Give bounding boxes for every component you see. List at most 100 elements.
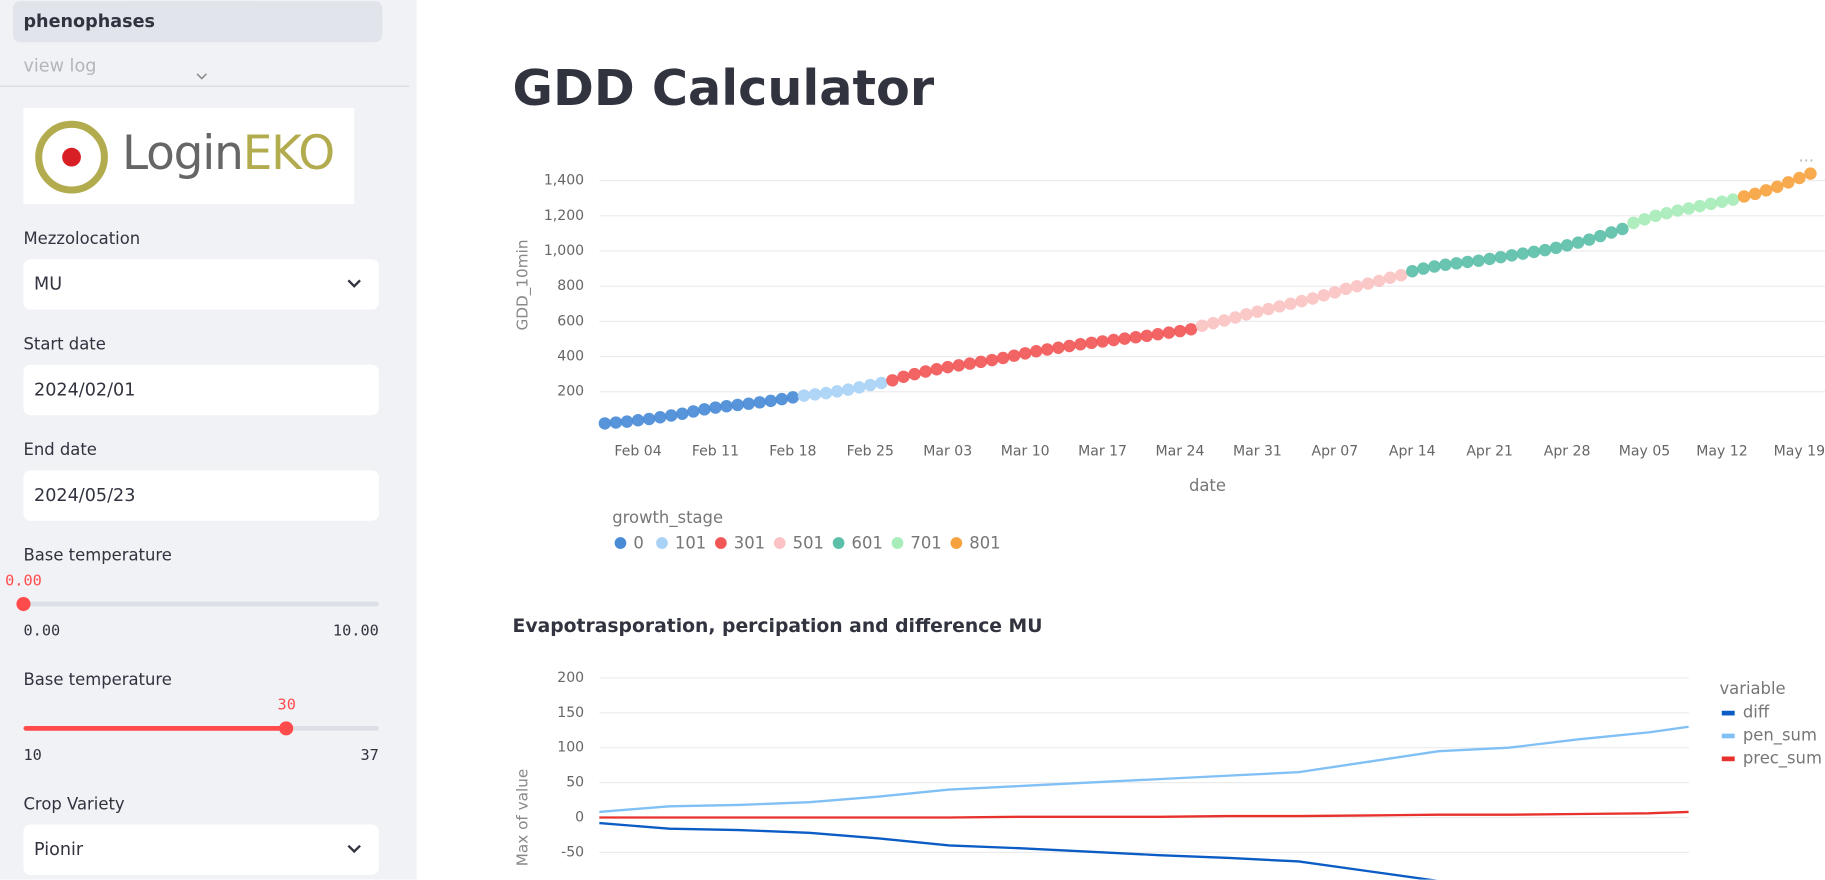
data-point xyxy=(1151,327,1165,341)
slider-track[interactable]: 30 xyxy=(23,697,379,736)
date-input[interactable]: 2024/05/23 xyxy=(23,470,379,521)
data-point xyxy=(598,417,612,430)
data-point xyxy=(742,397,755,410)
field-label: Base temperature xyxy=(23,670,172,690)
select[interactable]: MU xyxy=(23,259,379,310)
x-tick-label: Mar 24 xyxy=(1156,444,1205,460)
field-label: Mezzolocation xyxy=(23,229,141,249)
data-point xyxy=(1029,345,1043,358)
data-point xyxy=(1417,262,1430,275)
legend-swatch xyxy=(891,537,904,549)
data-point xyxy=(631,414,645,427)
chevron xyxy=(347,844,361,854)
x-tick-label: Feb 04 xyxy=(614,444,661,460)
data-point xyxy=(1129,330,1142,344)
legend-label: diff xyxy=(1743,703,1770,722)
data-point xyxy=(808,388,822,401)
data-point xyxy=(1394,269,1408,282)
legend-label: 601 xyxy=(852,534,883,553)
y-tick-label: 400 xyxy=(557,349,584,365)
data-point xyxy=(1162,326,1176,339)
slider-track[interactable]: 0.00 xyxy=(5,572,379,612)
data-point xyxy=(1571,236,1585,249)
data-point xyxy=(1328,286,1342,299)
x-tick-label: Feb 18 xyxy=(769,444,816,460)
data-point xyxy=(1605,226,1618,239)
data-point xyxy=(642,412,656,426)
data-point xyxy=(853,381,866,394)
data-point xyxy=(1516,247,1530,260)
field-label: End date xyxy=(23,441,97,460)
logo-eko: EKO xyxy=(242,126,335,181)
data-point xyxy=(1273,300,1286,313)
legend-swatch xyxy=(773,537,786,549)
data-point xyxy=(1494,250,1507,264)
legend-label: 301 xyxy=(734,534,765,553)
legend-title: growth_stage xyxy=(612,508,723,528)
legend-label: pen_sum xyxy=(1743,725,1817,745)
data-line xyxy=(599,821,1438,880)
chart-menu[interactable]: ··· xyxy=(1798,151,1814,170)
expand-icon[interactable] xyxy=(195,70,209,82)
chevron xyxy=(347,279,361,288)
data-point xyxy=(1140,329,1154,343)
slider-max: 37 xyxy=(360,747,379,765)
data-point xyxy=(1118,332,1131,345)
data-point xyxy=(1594,229,1607,243)
sidebar: phenophases view log LoginEKO Mezzolocat… xyxy=(0,0,417,880)
y-tick-label: 100 xyxy=(557,740,584,756)
x-tick-label: Feb 11 xyxy=(692,444,739,460)
legend-label: 0 xyxy=(633,534,643,553)
data-point xyxy=(952,359,965,372)
data-point xyxy=(930,363,943,376)
legend-swatch xyxy=(714,537,727,549)
data-point xyxy=(1206,316,1220,330)
data-point xyxy=(1704,197,1718,211)
slider-knob[interactable] xyxy=(279,721,294,736)
data-point xyxy=(1195,319,1209,332)
data-point xyxy=(1007,349,1021,362)
data-point xyxy=(620,415,634,428)
data-point xyxy=(864,378,877,392)
legend-label: 701 xyxy=(910,534,941,553)
data-point xyxy=(963,357,977,370)
data-point xyxy=(1782,176,1795,189)
data-point xyxy=(1671,204,1684,217)
data-point xyxy=(1472,254,1485,267)
data-point xyxy=(1549,241,1563,255)
data-point xyxy=(1649,209,1662,223)
data-point xyxy=(1041,343,1054,356)
data-point xyxy=(1505,249,1519,262)
data-point xyxy=(1173,324,1187,338)
slider-knob[interactable] xyxy=(16,596,31,612)
slider-fill xyxy=(23,726,287,731)
data-point xyxy=(985,353,999,367)
y-tick-label: 0 xyxy=(575,809,584,825)
x-tick-label: May 12 xyxy=(1696,444,1747,460)
data-point xyxy=(1748,187,1762,201)
y-tick-label: 200 xyxy=(557,670,584,686)
logo-mark xyxy=(35,120,108,194)
logo-text: LoginEKO xyxy=(121,126,335,181)
data-point xyxy=(786,391,800,404)
data-point xyxy=(1361,277,1375,290)
nav-item[interactable]: phenophases xyxy=(12,1,383,43)
date-input[interactable]: 2024/02/01 xyxy=(23,364,379,416)
data-point xyxy=(1660,206,1673,220)
logo: LoginEKO xyxy=(23,107,355,205)
data-line xyxy=(599,810,1689,819)
data-point xyxy=(797,389,811,402)
data-point xyxy=(897,370,910,384)
data-point xyxy=(1560,239,1574,252)
data-point xyxy=(1759,184,1773,197)
data-point xyxy=(731,398,744,412)
select[interactable]: Pionir xyxy=(23,824,379,875)
field-label: Crop Variety xyxy=(23,795,125,814)
page-title: GDD Calculator xyxy=(513,59,935,117)
nav-item[interactable]: view log xyxy=(23,55,97,77)
logo-login: Login xyxy=(121,126,244,181)
data-point xyxy=(1085,336,1098,350)
x-tick-label: May 19 xyxy=(1774,444,1825,460)
data-point xyxy=(1737,190,1751,203)
